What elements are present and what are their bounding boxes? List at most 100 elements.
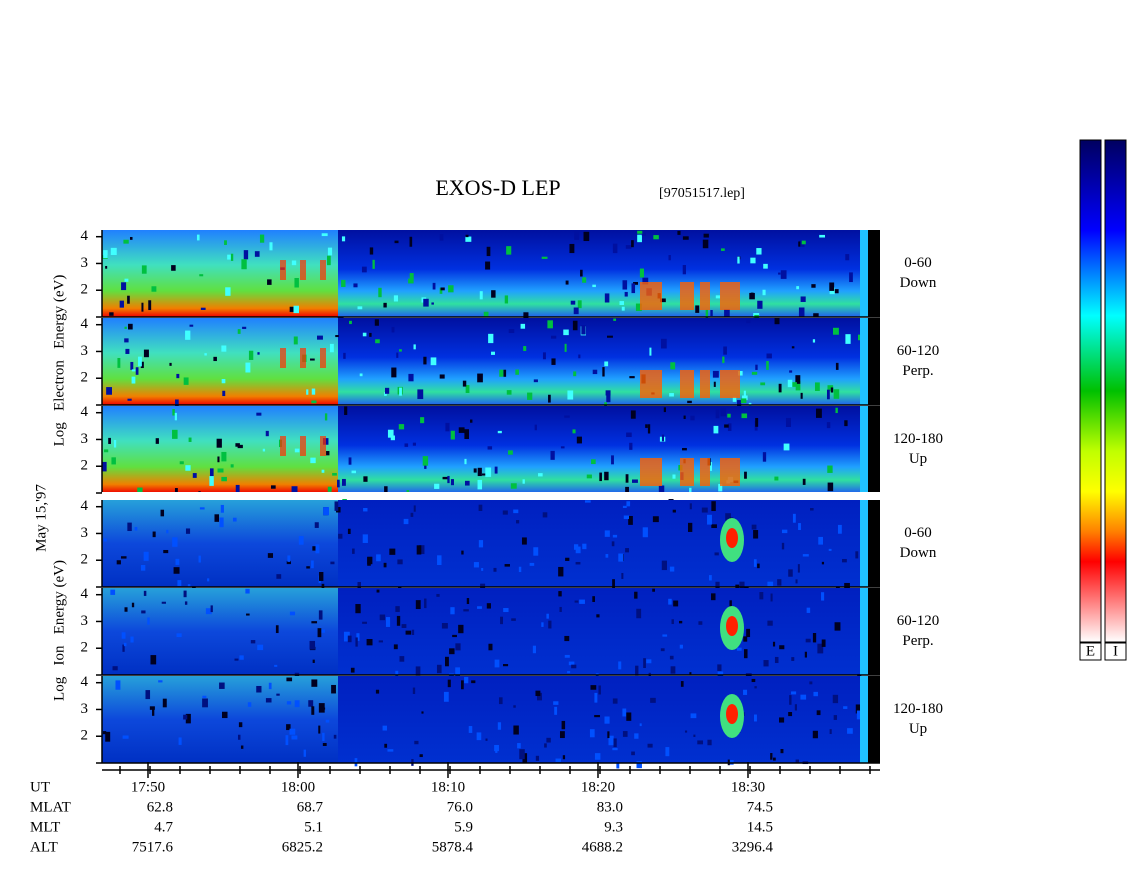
spectrogram-speckle xyxy=(569,243,575,254)
spectrogram-speckle xyxy=(753,559,757,567)
spectrogram-speckle xyxy=(131,376,136,384)
spectrogram-speckle xyxy=(131,369,136,372)
spectrogram-speckle xyxy=(199,274,204,277)
spectrogram-speckle xyxy=(594,714,600,718)
spectrogram-speckle xyxy=(533,547,539,556)
spectrogram-speckle xyxy=(766,353,772,359)
spectrogram-speckle xyxy=(409,236,413,247)
spectrogram-speckle xyxy=(230,464,234,468)
spectrogram-speckle xyxy=(389,548,396,555)
spectrogram-speckle xyxy=(441,623,448,629)
spectrogram-blob xyxy=(300,348,306,368)
spectrogram-speckle xyxy=(149,706,155,710)
spectrogram-speckle xyxy=(800,296,806,302)
spectrogram-speckle xyxy=(633,281,639,285)
spectrogram-speckle xyxy=(185,465,191,471)
spectrogram-speckle xyxy=(559,606,562,612)
spectrogram-speckle xyxy=(276,574,282,579)
spectrogram-speckle xyxy=(855,551,859,559)
panel-label: 120-180 xyxy=(893,701,943,717)
spectrogram-speckle xyxy=(147,617,150,625)
spectrogram-speckle xyxy=(502,510,508,515)
spectrogram-speckle xyxy=(216,438,222,448)
spectrogram-speckle xyxy=(291,260,297,266)
y-tick-label: 4 xyxy=(81,316,89,332)
spectrogram-speckle xyxy=(237,444,243,449)
spectrogram-speckle xyxy=(109,312,114,316)
spectrogram-speckle xyxy=(670,362,676,370)
spectrogram-speckle xyxy=(778,272,781,275)
spectrogram-speckle xyxy=(520,323,526,329)
spectrogram-speckle xyxy=(394,240,399,244)
spectrogram-speckle xyxy=(217,468,224,473)
spectrogram-speckle xyxy=(479,291,483,300)
spectrogram-speckle xyxy=(702,239,709,249)
spectrogram-speckle xyxy=(436,664,442,674)
spectrogram-speckle xyxy=(369,247,374,255)
spectrogram-speckle xyxy=(421,711,424,714)
spectrogram-speckle xyxy=(152,531,156,538)
spectrogram-speckle xyxy=(322,743,327,746)
spectrogram-speckle xyxy=(652,588,655,592)
spectrogram-speckle xyxy=(684,730,688,733)
spectrogram-speckle xyxy=(754,686,757,689)
spectrogram-speckle xyxy=(494,744,499,752)
spectrogram-speckle xyxy=(311,706,315,715)
spectrogram-speckle xyxy=(110,589,116,595)
spectrogram-speckle xyxy=(842,558,847,563)
spectrogram-speckle xyxy=(737,371,743,376)
spectrogram-speckle xyxy=(202,695,207,699)
spectrogram-speckle xyxy=(488,643,493,651)
spectrogram-speckle xyxy=(152,707,155,716)
spectrogram-speckle xyxy=(240,745,244,749)
spectrogram-speckle xyxy=(819,234,825,238)
ephemeris-value: 74.5 xyxy=(747,799,773,815)
spectrogram-speckle xyxy=(207,578,210,582)
spectrogram-speckle xyxy=(238,722,243,728)
spectrogram-speckle xyxy=(623,515,630,520)
spectrogram-speckle xyxy=(580,269,583,277)
spectrogram-speckle xyxy=(221,378,226,384)
spectrogram-speckle xyxy=(439,374,445,379)
spectrogram-speckle xyxy=(577,300,582,309)
spectrogram-speckle xyxy=(844,582,850,589)
data-edge xyxy=(860,676,868,763)
color-bar xyxy=(1104,139,1127,643)
spectrogram-speckle xyxy=(693,734,696,738)
spectrogram-speckle xyxy=(151,286,157,292)
spectrogram-speckle xyxy=(598,685,601,695)
spectrogram-speckle xyxy=(476,732,482,741)
spectrogram-speckle xyxy=(344,406,348,415)
spectrogram-speckle xyxy=(122,644,125,652)
spectrogram-speckle xyxy=(468,726,473,733)
spectrogram-speckle xyxy=(632,479,638,483)
spectrogram-speckle xyxy=(259,234,265,243)
spectrogram-speckle xyxy=(612,748,618,751)
spectrogram-speckle xyxy=(183,714,188,720)
file-name: [97051517.lep] xyxy=(659,186,745,201)
spectrogram-speckle xyxy=(723,346,727,355)
spectrogram-speckle xyxy=(198,555,201,563)
spectrogram-speckle xyxy=(538,473,543,477)
spectrogram-speckle xyxy=(449,648,455,655)
spectrogram-speckle xyxy=(774,318,780,325)
spectrogram-speckle xyxy=(169,362,172,366)
spectrogram-speckle xyxy=(323,507,329,516)
spectrogram-speckle xyxy=(751,678,756,683)
spectrogram-speckle xyxy=(631,283,636,294)
spectrogram-speckle xyxy=(376,589,380,593)
spectrogram-speckle xyxy=(582,277,587,283)
spectrogram-speckle xyxy=(309,640,316,650)
spectrogram-speckle xyxy=(291,486,298,493)
spectrogram-speckle xyxy=(801,240,806,245)
ephemeris-label: MLT xyxy=(30,819,60,835)
spectrogram-speckle xyxy=(310,457,316,464)
spectrogram-speckle xyxy=(399,387,402,396)
spectrogram-speckle xyxy=(604,716,610,724)
spectrogram-speckle xyxy=(224,240,227,245)
spectrogram-speckle xyxy=(634,733,639,739)
spectrogram-speckle xyxy=(219,517,224,528)
spectrogram-speckle xyxy=(626,432,632,438)
spectrogram-blob xyxy=(320,436,326,456)
spectrogram-speckle xyxy=(166,529,169,534)
